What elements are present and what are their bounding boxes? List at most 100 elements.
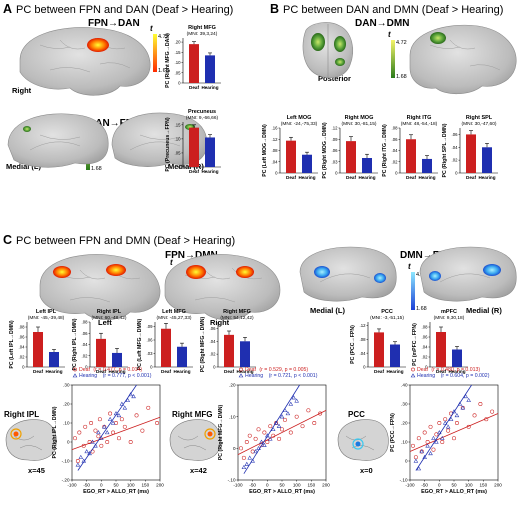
bar-chart-plot: Left MFG(MNI: -45,27,33) 0 .03 .06 .09 PC (Le… [137,309,193,374]
bar-chart-title: Left MFG [162,309,186,315]
y-tick-label: .09 [332,137,339,142]
activation-pcc-l [314,266,330,278]
x-tick-label: Deaf [406,175,416,180]
x-tick-label: 200 [156,483,164,488]
point-deaf [134,413,139,418]
point-hearing [104,430,110,435]
point-hearing [241,464,247,470]
bar-chart-ylabel: PC (Right IPL→DMN) [72,318,78,370]
point-deaf [99,443,104,448]
bar-chart-b2: Right MOG(MNI: 30,-81,15) 0 .03 .06 .09 .12 PC… [322,115,378,180]
point-hearing [110,420,116,425]
bar-chart-ylabel: PC (Precuneus→FPN) [165,117,171,171]
y-tick-label: 0 [22,365,25,370]
bar-hearing [112,352,122,367]
y-tick-label: .20 [175,40,182,45]
bar-chart-title: Precuneus [188,109,216,115]
panel-a-title: PC between FPN and DAN (Deaf > Hearing) [16,4,234,16]
point-deaf [318,411,323,416]
point-deaf [472,413,477,418]
point-hearing [107,416,113,421]
conn-dan-fpn: DAN→FPN [88,118,140,129]
colorbar-gradient [153,34,157,72]
bar-deaf [406,139,416,173]
point-deaf [93,428,98,433]
panel-a-letter: A [3,2,13,16]
legend-series-stats: (r = 0.477, p = 0.014) [93,367,142,373]
bar-chart-title: Right MOG [345,115,374,121]
y-tick-label: .02 [210,352,217,357]
x-tick-label: Deaf [161,369,171,374]
bar-chart-b4: Right SPL(MNI: 30,-47,60) 0 .02 .04 .06 PC (R… [442,115,498,180]
y-tick-label: .04 [360,351,367,356]
scatter-view-pcc: PCC [348,410,365,419]
bar-chart-subtitle: (MNI: -45,-39,48) [28,315,65,321]
brain-b-posterior [302,22,353,79]
x-tick-label: Deaf [374,369,384,374]
bar-deaf [374,332,384,367]
point-hearing [442,420,448,425]
y-tick-label: .15 [175,122,182,127]
y-tick-label: .02 [422,355,429,360]
y-tick-label: .02 [392,159,399,164]
x-tick-label: 100 [293,483,301,488]
point-hearing [122,405,128,410]
bar-chart-plot: Right ITG(MNI: 48,-54,-18) 0 .02 .04 .06 .08 P… [382,115,438,180]
brain-c-medial-l [299,246,397,302]
point-deaf [247,433,252,438]
y-tick-label: .06 [210,326,217,331]
y-tick-label: 0 [213,365,216,370]
y-tick-label: .02 [19,355,26,360]
legend-marker-deaf [239,367,243,372]
point-hearing [434,439,439,444]
point-deaf [155,421,160,425]
y-tick-label: .08 [82,320,89,325]
point-hearing [244,461,250,466]
x-tick-label: 150 [479,483,487,488]
point-deaf [89,421,94,425]
y-tick-label: .16 [272,126,279,131]
point-hearing [75,462,81,467]
bar-chart-plot: PCC(MNI: -3,-51,15) 0 .04 .08 .12 PC (PCC→FPN… [350,309,406,374]
scatter-plot-area: -100 -50 0 50 100 150 200 -.10 0 .10 .20 EGO_RT > A… [218,367,330,495]
y-tick-label: .08 [422,325,429,330]
y-tick-label: .08 [360,337,367,342]
legend-series-name: Deaf [417,367,429,373]
legend-series-stats: (r = 0.604, p = 0.002) [441,373,490,379]
conn-fpn-dan: FPN→DAN [88,18,140,29]
bar-chart-title: PCC [381,309,393,315]
point-hearing [90,439,95,444]
point-deaf [490,409,495,414]
x-tick-label: Hearing [418,175,435,180]
bar-chart-a1: Right MFG(MNI: 39,3,24) 0 .05 .10 .15 .20 PC (… [165,25,221,90]
y-tick-label: 0 [150,365,153,370]
y-tick-label: .06 [332,148,339,153]
bar-chart-ylabel: PC (mPFC→FPN) [412,323,418,366]
fit-line-deaf [71,416,161,450]
point-deaf [72,436,77,441]
point-hearing [84,449,89,454]
scatter-xlabel: EGO_RT > ALLO_RT (ms) [421,489,487,495]
bar-hearing [482,147,492,173]
bar-deaf [466,134,476,173]
bar-chart-subtitle: (MNI: 30,-81,15) [342,121,377,127]
y-tick-label: .03 [332,159,339,164]
panel-b-letter: B [270,2,280,16]
bar-deaf [161,328,171,367]
y-tick-label: 0 [363,365,366,370]
y-tick-label: .20 [63,402,70,407]
brain-b-right-lateral [409,24,517,95]
legend-marker-hearing [72,373,78,378]
legend-series-name: Hearing [245,373,263,379]
scatter-frame [71,384,161,481]
view-label-right-c: Right [210,318,230,327]
x-tick-label: Hearing [173,369,190,374]
point-deaf [75,459,80,463]
y-tick-label: 0 [233,446,236,451]
point-deaf [97,417,102,422]
legend-marker-deaf [73,367,77,372]
point-hearing [425,443,430,448]
point-deaf [146,405,151,410]
point-deaf [108,411,113,416]
